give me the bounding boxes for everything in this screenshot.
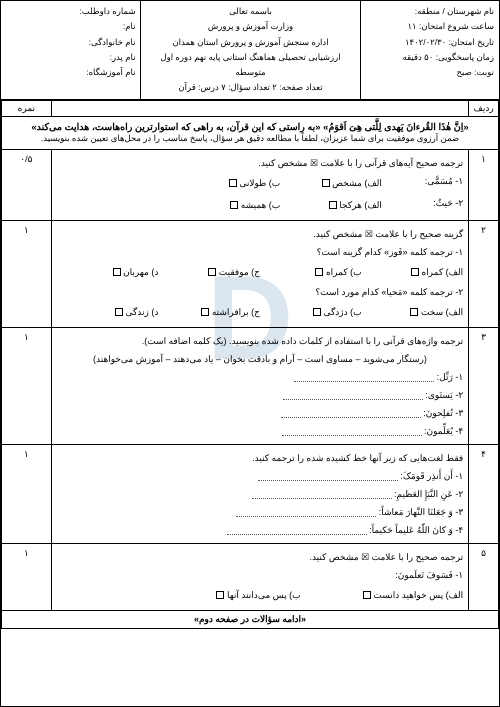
verse-cell: «اِنَّ هٰذَا القُرءانَ یَهدی لِلَّتی هِی… — [2, 116, 499, 149]
intro-text: ضمن آرزوی موفقیت برای شما عزیزان، لطفاً … — [7, 133, 493, 144]
hdr-l2: نام: — [6, 19, 135, 34]
q1-score: ۰/۵ — [2, 149, 52, 220]
answer-line[interactable] — [294, 373, 434, 382]
hdr-r3: تاریخ امتحان: ۱۴۰۲/۰۲/۳۰ — [366, 35, 494, 50]
hdr-l5: نام آموزشگاه: — [6, 65, 135, 80]
checkbox[interactable] — [230, 201, 238, 209]
checkbox[interactable] — [313, 308, 321, 316]
q4-title: فقط لغت‌هایی که زیر آنها خط کشیده شده را… — [57, 449, 463, 467]
q3-num: ۳ — [469, 327, 499, 444]
hdr-c3: اداره سنجش آموزش و پرورش استان همدان — [146, 35, 354, 50]
checkbox[interactable] — [229, 179, 237, 187]
verse-text: «اِنَّ هٰذَا القُرءانَ یَهدی لِلَّتی هِی… — [7, 122, 493, 133]
checkbox[interactable] — [363, 591, 371, 599]
hdr-l1: شماره داوطلب: — [6, 4, 135, 19]
q1-r1-label: ۱- مُسَمًّی: — [382, 172, 463, 194]
q4-num: ۴ — [469, 444, 499, 543]
q4-i4: ۴- وَ کانَ اللّٰهُ عَلیماً حَکیماً: — [369, 525, 463, 535]
q5-title: ترجمه صحیح را با علامت ☒ مشخص کنید. — [57, 548, 463, 566]
answer-line[interactable] — [227, 526, 367, 535]
checkbox[interactable] — [216, 591, 224, 599]
q5-p1-a: الف) پس خواهید دانست — [373, 590, 463, 600]
checkbox[interactable] — [322, 179, 330, 187]
hdr-l3: نام خانوادگی: — [6, 35, 135, 50]
hdr-r4: زمان پاسخگویی: ۵۰ دقیقه — [366, 50, 494, 65]
th-score: نمره — [2, 100, 52, 116]
q2-p2-b: ب) دژدگی — [323, 307, 361, 317]
hdr-c2: وزارت آموزش و پرورش — [146, 19, 354, 34]
q1-r2-label: ۲- حَیثُ: — [382, 194, 463, 216]
q2-p2-d: د) زندگی — [125, 307, 158, 317]
q4-i3: ۳- وَ جَعَلنَا النَّهارَ مَعاشاً: — [379, 507, 463, 517]
q4-i1: ۱- أَن أَنذِر قَومَکَ: — [400, 471, 463, 481]
q2-p1-d: د) مهربان — [123, 267, 158, 277]
q3-i3: ۳- تُفلِحونَ: — [423, 408, 463, 418]
checkbox[interactable] — [201, 308, 209, 316]
exam-header: نام شهرستان / منطقه: ساعت شروع امتحان: ۱… — [1, 1, 499, 100]
q2-title: گزینه صحیح را با علامت ☒ مشخص کنید. — [57, 225, 463, 243]
answer-line[interactable] — [283, 391, 423, 400]
q1-r1-b: ب) طولانی — [239, 178, 280, 188]
q5-score: ۱ — [2, 543, 52, 610]
answer-line[interactable] — [258, 472, 398, 481]
q1-r1-a: الف) مشخص — [332, 178, 382, 188]
q2-p1-a: الف) کمراه — [421, 267, 463, 277]
hdr-c5: تعداد صفحه: ۲ تعداد سؤال: ۷ درس: قرآن — [146, 80, 354, 95]
checkbox[interactable] — [329, 201, 337, 209]
q5-p1: ۱- فَسَوفَ تَعلَمونَ: — [57, 566, 463, 584]
checkbox[interactable] — [410, 308, 418, 316]
q3-i1: ۱- رَتِّل: — [437, 372, 464, 382]
answer-line[interactable] — [282, 427, 422, 436]
hdr-c1: باسمه تعالی — [146, 4, 354, 19]
q1-r2-a: الف) هرکجا — [339, 200, 382, 210]
hdr-l4: نام پدر: — [6, 50, 135, 65]
hdr-r1: نام شهرستان / منطقه: — [366, 4, 494, 19]
q5-p1-b: ب) پس می‌دانند آنها — [227, 590, 301, 600]
q1-title: ترجمه صحیح آیه‌های قرآنی را با علامت ☒ م… — [57, 154, 463, 172]
q3-score: ۱ — [2, 327, 52, 444]
q3-i2: ۲- یَستَوی: — [425, 390, 463, 400]
q1-num: ۱ — [469, 149, 499, 220]
answer-line[interactable] — [252, 490, 392, 499]
q5-num: ۵ — [469, 543, 499, 610]
th-row: ردیف — [469, 100, 499, 116]
q3-title: ترجمه واژه‌های قرآنی را با استفاده از کل… — [57, 332, 463, 350]
answer-line[interactable] — [281, 409, 421, 418]
q1-r2-b: ب) همیشه — [241, 200, 281, 210]
checkbox[interactable] — [115, 308, 123, 316]
q2-score: ۱ — [2, 220, 52, 327]
q2-p1-c: ج) موفقیت — [219, 267, 260, 277]
question-table: ردیف نمره «اِنَّ هٰذَا القُرءانَ یَهدی ل… — [1, 100, 499, 629]
q2-p2: ۲- ترجمه کلمه «مَحیا» کدام مورد است؟ — [57, 283, 463, 301]
hdr-r5: نوبت: صبح — [366, 65, 494, 80]
hdr-r2: ساعت شروع امتحان: ۱۱ — [366, 19, 494, 34]
checkbox[interactable] — [411, 268, 419, 276]
q4-i2: ۲- عَنِ النَّبَإِ العَظیمِ: — [394, 489, 463, 499]
q4-score: ۱ — [2, 444, 52, 543]
answer-line[interactable] — [236, 508, 376, 517]
q2-p2-c: ج) برافراشته — [212, 307, 260, 317]
th-q — [51, 100, 468, 116]
q2-p1-b: ب) کمراه — [326, 267, 362, 277]
q3-hint: (رستگار می‌شوید – مساوی است – آرام و باد… — [57, 350, 463, 368]
q2-p2-a: الف) سخت — [421, 307, 463, 317]
q2-p1: ۱- ترجمه کلمه «فَوز» کدام گزینه است؟ — [57, 243, 463, 261]
checkbox[interactable] — [208, 268, 216, 276]
q3-i4: ۴- یُعَلِّمونَ: — [424, 426, 463, 436]
checkbox[interactable] — [113, 268, 121, 276]
footer-text: «ادامه سؤالات در صفحه دوم» — [2, 610, 499, 628]
hdr-c4: ارزشیابی تحصیلی هماهنگ استانی پایه نهم د… — [146, 50, 354, 81]
checkbox[interactable] — [315, 268, 323, 276]
q2-num: ۲ — [469, 220, 499, 327]
